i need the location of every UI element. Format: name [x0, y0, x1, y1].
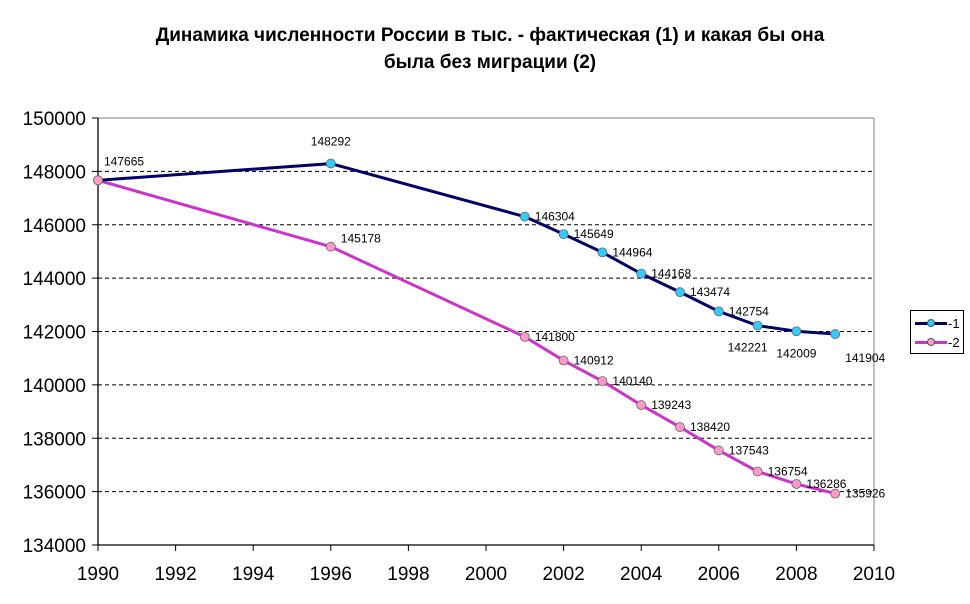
x-tick-label: 2004 [620, 564, 663, 585]
series2-marker [597, 376, 608, 387]
series1-swatch-icon [915, 316, 947, 330]
y-tick-label: 150000 [23, 109, 86, 130]
data-label: 143474 [690, 285, 730, 299]
data-label: 145178 [341, 232, 381, 246]
data-label: 146304 [535, 210, 575, 224]
gridlines [98, 170, 874, 493]
x-tick-label: 1992 [154, 564, 196, 585]
y-tick-label: 148000 [23, 162, 86, 183]
series2-marker [558, 355, 569, 366]
legend-item-series2: -2 [915, 334, 960, 350]
series1-marker [791, 326, 802, 337]
series2-marker [325, 241, 336, 252]
y-tick-label: 138000 [23, 429, 86, 450]
data-label: 142221 [728, 341, 768, 355]
data-series [93, 158, 841, 499]
chart-title-line2: была без миграции (2) [383, 52, 597, 73]
x-tick-label: 1990 [77, 564, 119, 585]
x-tick-label: 2002 [542, 564, 584, 585]
y-tick-label: 134000 [23, 536, 86, 557]
x-tick-label: 2000 [465, 564, 507, 585]
series2-marker [636, 400, 647, 410]
data-label: 144168 [651, 267, 691, 281]
series1-marker [636, 268, 647, 279]
y-tick-label: 140000 [23, 376, 86, 397]
x-tick-label: 1998 [387, 564, 429, 585]
series2-marker [519, 331, 530, 342]
data-labels: 147665 148292 146304 145649 144964 144168 1434… [104, 135, 886, 501]
series2-marker [675, 422, 685, 432]
data-label: 147665 [104, 154, 144, 168]
data-label: 139243 [651, 398, 691, 412]
data-label: 142009 [776, 346, 816, 360]
series2-line [97, 178, 836, 496]
chart-title: Динамика численности России в тыс. - фак… [100, 22, 880, 76]
series1-marker [830, 329, 841, 339]
y-tick-label: 142000 [23, 323, 86, 344]
data-label: 144964 [612, 245, 652, 259]
data-label: 140912 [574, 354, 614, 368]
data-label: 142754 [729, 304, 769, 318]
data-label: 140140 [612, 374, 652, 388]
series2-swatch-icon [915, 335, 947, 349]
series1-marker [558, 229, 569, 240]
chart-title-line1: Динамика численности России в тыс. - фак… [155, 25, 825, 46]
legend: -1 -2 [910, 310, 964, 354]
x-tick-label: 2008 [775, 564, 817, 585]
series1-marker [752, 320, 763, 331]
data-label: 141800 [535, 330, 575, 344]
data-label: 145649 [574, 227, 614, 241]
data-label: 135926 [845, 487, 885, 501]
y-axis-ticks: 134000 136000 138000 140000 142000 144000 1460… [23, 109, 98, 557]
data-label: 136286 [806, 477, 846, 491]
data-label: 138420 [690, 420, 730, 434]
legend-label-series1: -1 [948, 315, 960, 331]
y-tick-label: 146000 [23, 216, 86, 237]
series2-marker [830, 488, 841, 499]
x-tick-label: 2006 [698, 564, 740, 585]
y-tick-label: 144000 [23, 269, 86, 290]
data-label: 141904 [845, 351, 885, 365]
data-label: 137543 [729, 443, 769, 457]
series2-marker [93, 175, 103, 186]
series1-marker [519, 211, 530, 222]
x-tick-label: 2010 [853, 564, 895, 585]
series1-marker [675, 287, 685, 298]
y-tick-label: 136000 [23, 483, 86, 504]
data-label: 136754 [768, 465, 808, 479]
series1-marker [597, 247, 608, 258]
series1-marker [325, 158, 336, 169]
data-label: 148292 [311, 135, 351, 149]
x-tick-label: 1996 [310, 564, 352, 585]
x-tick-label: 1994 [232, 564, 275, 585]
series1-marker [713, 306, 724, 317]
series2-marker [713, 445, 724, 456]
x-axis-ticks: 1990 1992 1994 1996 1998 2000 2002 2004 2006 2008… [77, 545, 895, 585]
legend-item-series1: -1 [915, 315, 960, 331]
series2-marker [791, 479, 802, 489]
legend-label-series2: -2 [948, 334, 960, 350]
series2-marker [752, 466, 763, 477]
